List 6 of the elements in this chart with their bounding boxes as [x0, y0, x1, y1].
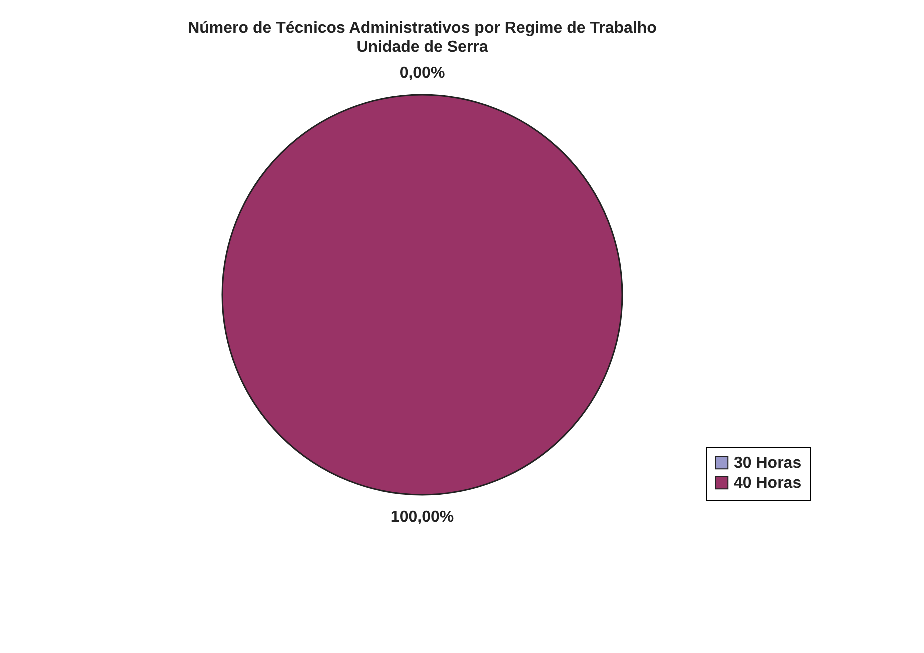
chart-title: Número de Técnicos Administrativos por Regime de Trabalho [188, 20, 658, 37]
data-label: 100,00% [390, 509, 454, 526]
chart-subtitle: Unidade de Serra [356, 39, 488, 56]
legend-label: 30 Horas [734, 455, 802, 472]
legend-label: 40 Horas [734, 475, 802, 492]
text: 0,00% [400, 65, 446, 82]
